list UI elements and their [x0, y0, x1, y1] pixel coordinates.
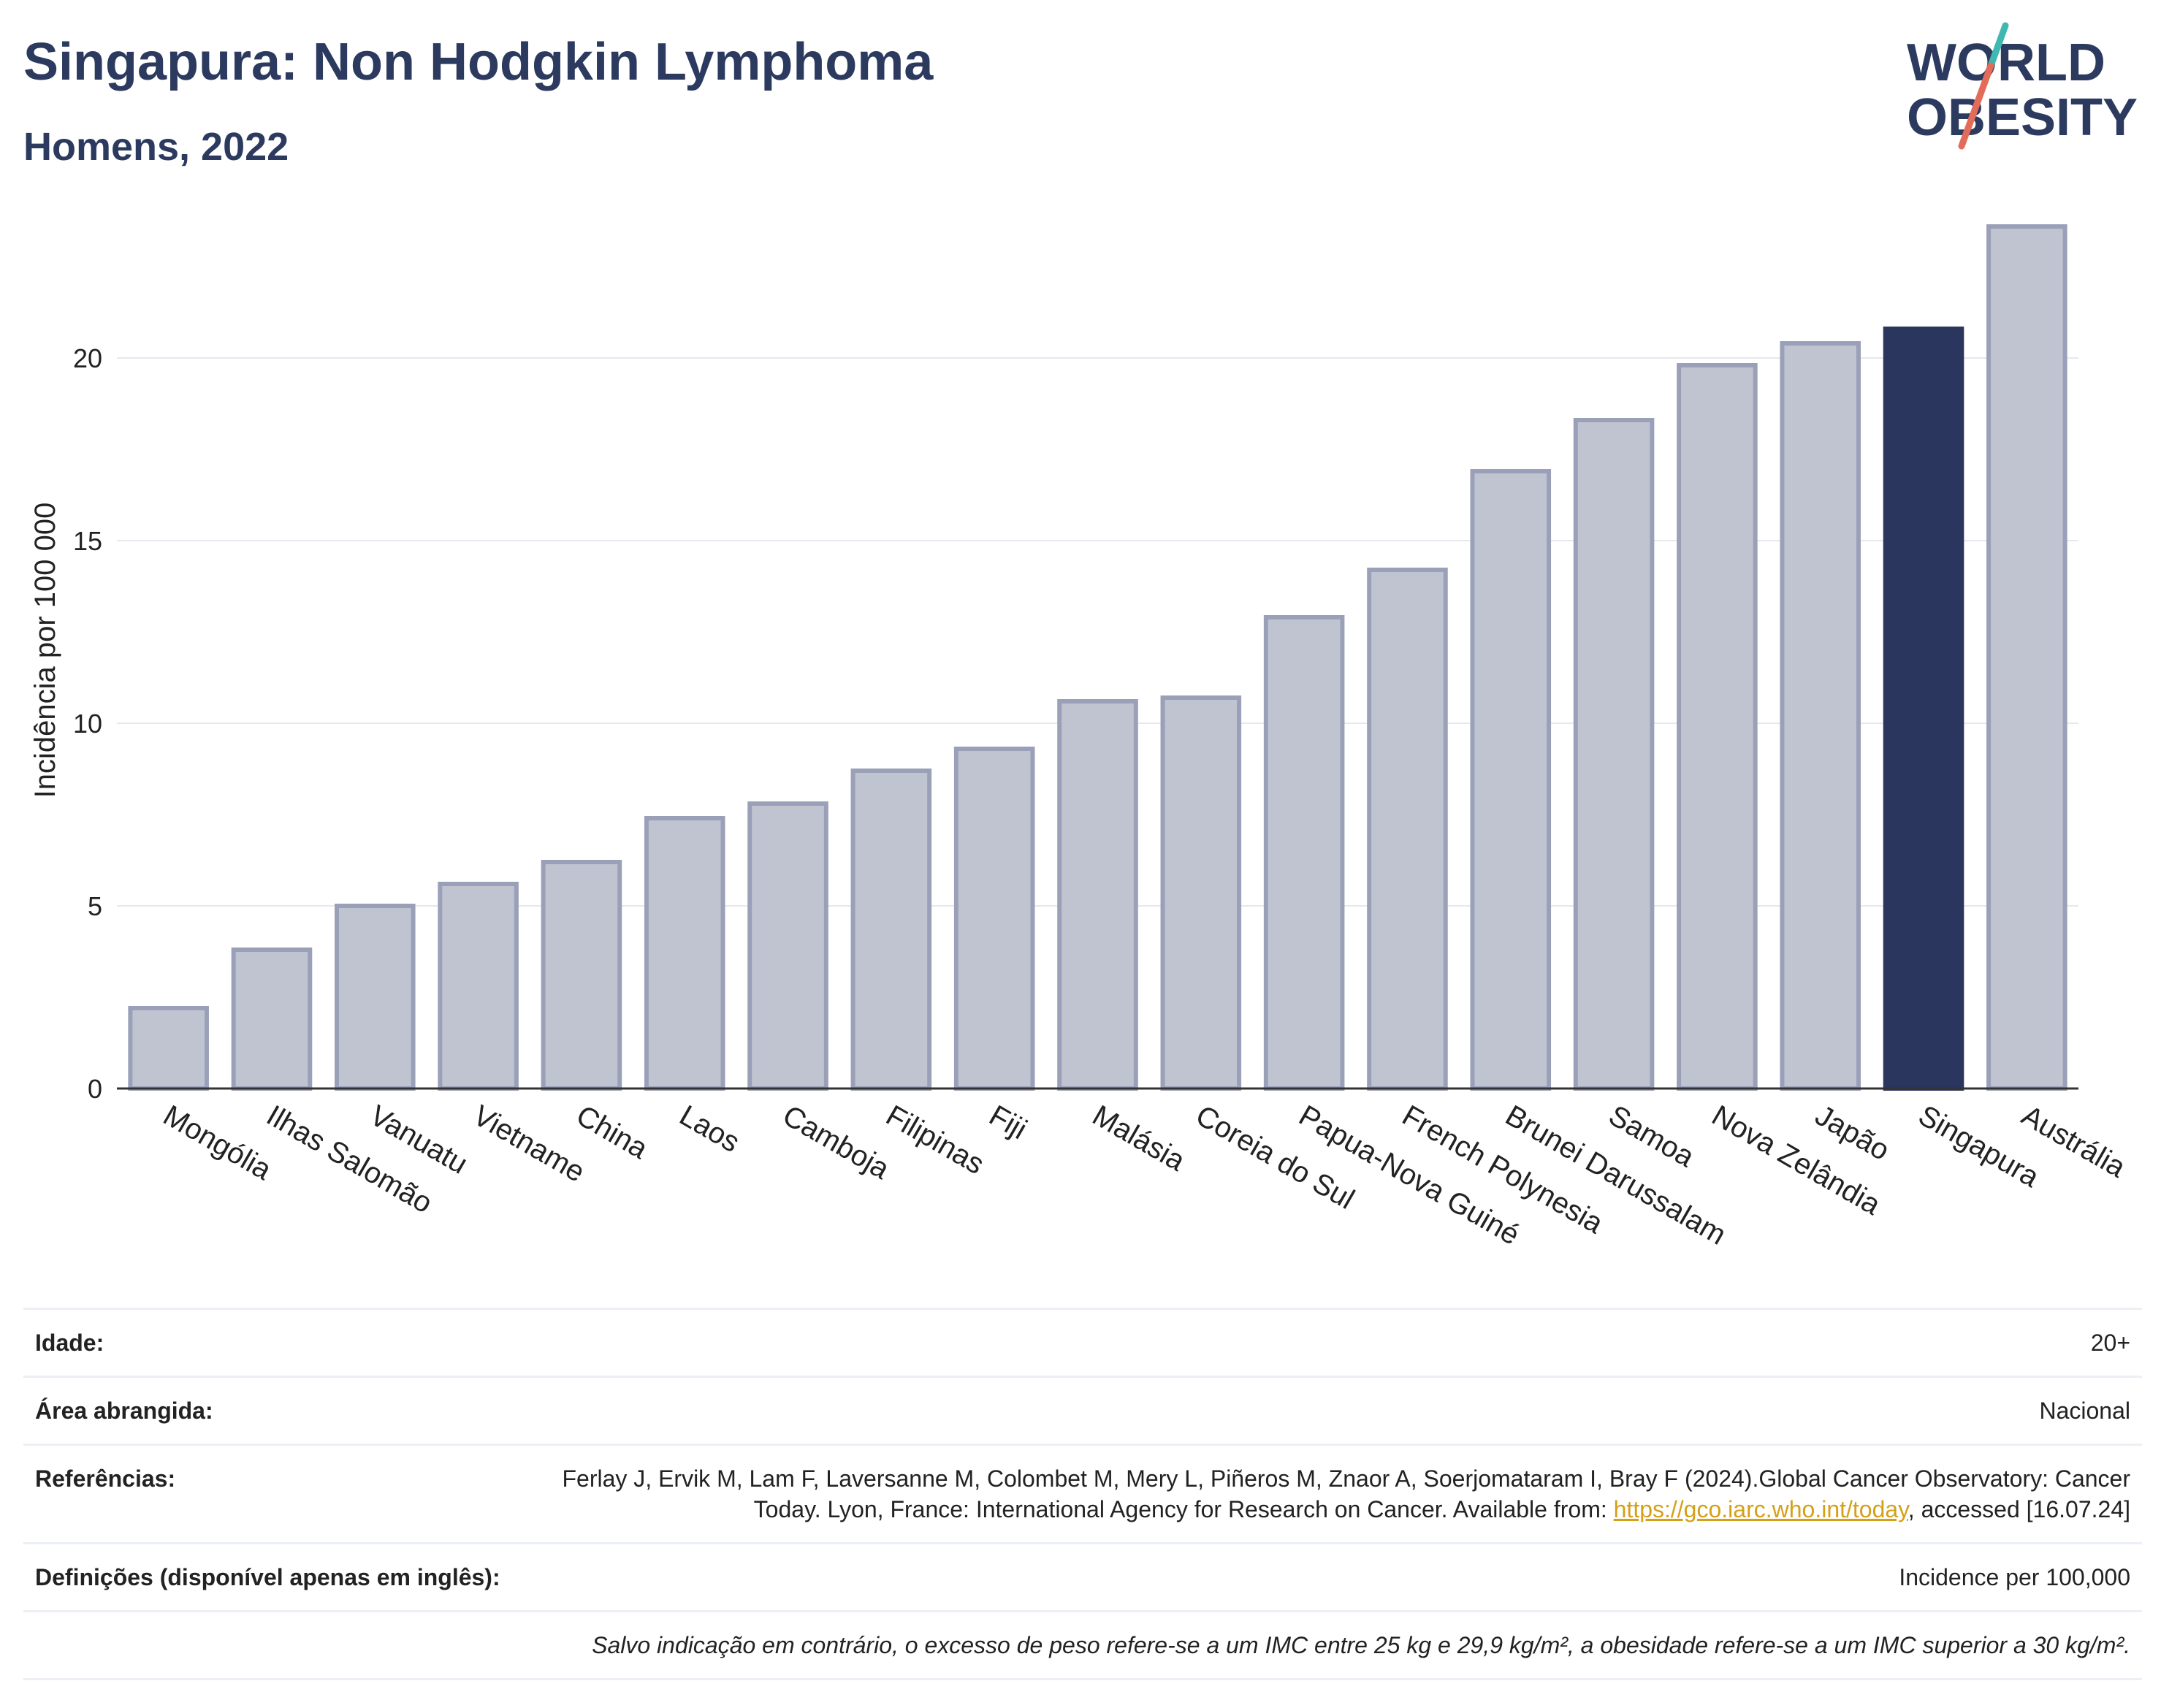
- definitions-label: Definições (disponível apenas em inglês)…: [35, 1564, 500, 1590]
- area-label: Área abrangida:: [35, 1398, 213, 1424]
- bar-10[interactable]: [1160, 695, 1242, 1091]
- info-row-note: Salvo indicação em contrário, o excesso …: [23, 1612, 2142, 1680]
- x-tick-label-5: Laos: [674, 1099, 745, 1159]
- age-value: 20+: [2090, 1330, 2130, 1356]
- info-row-age: Idade: 20+: [23, 1310, 2142, 1378]
- bar-8[interactable]: [953, 747, 1035, 1091]
- logo-line1: WORLD: [1907, 34, 2105, 92]
- y-tick-label: 20: [73, 343, 102, 373]
- bar-5[interactable]: [644, 816, 725, 1091]
- footnote: Salvo indicação em contrário, o excesso …: [592, 1632, 2130, 1658]
- bar-3[interactable]: [438, 882, 519, 1091]
- bar-2[interactable]: [335, 904, 416, 1091]
- definitions-value: Incidence per 100,000: [1899, 1564, 2130, 1590]
- references-accessed: , accessed [16.07.24]: [1907, 1496, 2130, 1522]
- info-row-area: Área abrangida: Nacional: [23, 1378, 2142, 1446]
- info-row-references: Referências: Ferlay J, Ervik M, Lam F, L…: [23, 1446, 2142, 1544]
- bar-13[interactable]: [1470, 469, 1552, 1091]
- x-tick-label-3: Vietname: [468, 1099, 590, 1189]
- x-tick-label-0: Mongólia: [158, 1099, 277, 1187]
- references-text: Ferlay J, Ervik M, Lam F, Laversanne M, …: [562, 1465, 2130, 1522]
- references-label: Referências:: [35, 1465, 176, 1492]
- bar-16[interactable]: [1780, 341, 1861, 1091]
- age-label: Idade:: [35, 1330, 104, 1356]
- x-tick-label-9: Malásia: [1087, 1099, 1191, 1178]
- y-tick-label: 10: [73, 709, 102, 739]
- bar-15[interactable]: [1677, 363, 1758, 1091]
- bar-6[interactable]: [747, 801, 828, 1091]
- bar-18[interactable]: [1986, 224, 2067, 1091]
- y-tick-label: 15: [73, 526, 102, 556]
- logo-line2: OBESITY: [1907, 88, 2138, 147]
- y-axis-label: Incidência por 100 000: [29, 503, 61, 798]
- references-value: Ferlay J, Ervik M, Lam F, Laversanne M, …: [560, 1463, 2130, 1525]
- area-value: Nacional: [2039, 1398, 2130, 1424]
- page-subtitle: Homens, 2022: [23, 125, 289, 169]
- page-title: Singapura: Non Hodgkin Lymphoma: [23, 33, 934, 91]
- world-obesity-logo: WORLD OBESITY: [1907, 22, 2138, 150]
- info-table: Idade: 20+ Área abrangida: Nacional Refe…: [23, 1308, 2142, 1680]
- y-tick-label: 0: [88, 1074, 102, 1104]
- x-tick-label-6: Camboja: [777, 1099, 895, 1186]
- references-link[interactable]: https://gco.iarc.who.int/today: [1613, 1496, 1908, 1522]
- bar-17[interactable]: [1883, 327, 1964, 1091]
- info-row-definitions: Definições (disponível apenas em inglês)…: [23, 1544, 2142, 1612]
- bar-12[interactable]: [1367, 568, 1448, 1091]
- x-tick-label-7: Filipinas: [880, 1099, 989, 1181]
- x-tick-label-8: Fiji: [984, 1099, 1032, 1146]
- bar-1[interactable]: [231, 948, 313, 1091]
- bar-0[interactable]: [128, 1006, 209, 1091]
- bar-11[interactable]: [1263, 615, 1345, 1091]
- bars: [128, 224, 2067, 1091]
- bar-7[interactable]: [850, 769, 932, 1091]
- bar-4[interactable]: [541, 860, 622, 1091]
- bar-14[interactable]: [1573, 418, 1655, 1091]
- bar-9[interactable]: [1057, 699, 1138, 1091]
- x-tick-label-4: China: [571, 1099, 653, 1166]
- x-tick-label-15: Nova Zelândia: [1707, 1099, 1886, 1221]
- y-axis-ticks: 0 5 10 15 20: [73, 343, 102, 1104]
- y-tick-label: 5: [88, 891, 102, 921]
